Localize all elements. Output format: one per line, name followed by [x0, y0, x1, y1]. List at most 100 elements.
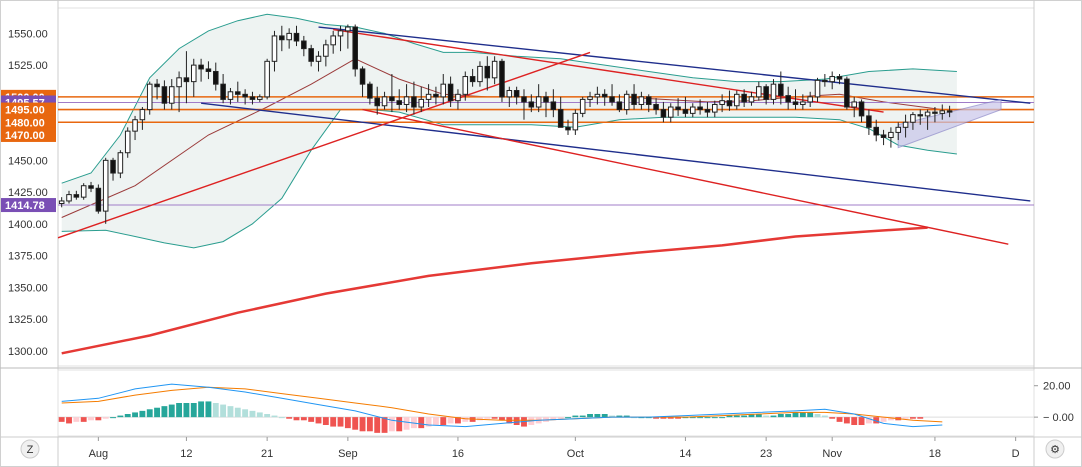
candle[interactable]	[667, 103, 674, 123]
candle[interactable]	[579, 96, 586, 118]
candle[interactable]	[154, 79, 160, 100]
candle[interactable]	[352, 24, 358, 77]
candle[interactable]	[205, 61, 212, 80]
candle[interactable]	[323, 39, 329, 67]
candle[interactable]	[917, 109, 924, 125]
candle[interactable]	[704, 101, 711, 118]
candle[interactable]	[880, 129, 887, 146]
candle[interactable]	[506, 86, 513, 108]
candle[interactable]	[403, 84, 410, 113]
candle[interactable]	[462, 71, 469, 101]
candle[interactable]	[88, 181, 94, 193]
candle[interactable]	[330, 30, 336, 54]
macd-pane[interactable]: 20.00 − 0.00	[57, 369, 1074, 437]
candle[interactable]	[939, 104, 946, 120]
candle[interactable]	[844, 76, 850, 110]
candle[interactable]	[807, 91, 813, 108]
trendline[interactable]	[333, 28, 884, 113]
candle[interactable]	[58, 197, 65, 208]
candle[interactable]	[616, 94, 623, 113]
candle[interactable]	[359, 66, 366, 97]
candle[interactable]	[425, 84, 432, 108]
candle[interactable]	[242, 89, 248, 105]
candle[interactable]	[117, 150, 124, 179]
candle[interactable]	[623, 90, 630, 115]
candle[interactable]	[594, 86, 601, 105]
candle[interactable]	[712, 100, 718, 118]
candle[interactable]	[565, 119, 571, 135]
candle[interactable]	[146, 81, 153, 115]
candle[interactable]	[66, 190, 72, 204]
trendline[interactable]	[318, 26, 1031, 104]
candle[interactable]	[829, 71, 835, 90]
candle[interactable]	[550, 89, 557, 118]
candle[interactable]	[418, 86, 425, 113]
candle[interactable]	[858, 99, 865, 123]
candle[interactable]	[440, 74, 447, 105]
candle[interactable]	[513, 86, 520, 105]
candle[interactable]	[190, 58, 197, 97]
candle[interactable]	[249, 91, 256, 105]
candle[interactable]	[924, 109, 931, 130]
zoom-button[interactable]	[20, 439, 40, 459]
candle[interactable]	[235, 81, 241, 102]
candle[interactable]	[557, 96, 564, 128]
candle[interactable]	[499, 58, 505, 102]
candle[interactable]	[741, 89, 747, 108]
candle[interactable]	[198, 58, 204, 82]
candle[interactable]	[946, 105, 953, 118]
candle[interactable]	[102, 157, 109, 224]
candle[interactable]	[447, 76, 454, 108]
candle[interactable]	[411, 81, 417, 115]
candle[interactable]	[543, 91, 549, 118]
candle[interactable]	[484, 56, 491, 91]
candle[interactable]	[697, 99, 703, 115]
candle[interactable]	[587, 91, 593, 108]
candle[interactable]	[469, 68, 476, 87]
candle[interactable]	[535, 84, 542, 113]
candle[interactable]	[345, 24, 351, 49]
candle[interactable]	[873, 119, 880, 142]
candle[interactable]	[778, 71, 784, 105]
candle[interactable]	[895, 122, 902, 141]
candle[interactable]	[168, 79, 175, 110]
candle[interactable]	[139, 107, 146, 130]
candle[interactable]	[902, 114, 909, 138]
candle[interactable]	[176, 71, 182, 113]
candle[interactable]	[110, 157, 116, 181]
candle[interactable]	[653, 98, 659, 115]
candle[interactable]	[279, 25, 285, 52]
candle[interactable]	[609, 84, 615, 106]
candle[interactable]	[734, 90, 740, 110]
candle[interactable]	[814, 77, 821, 102]
candle[interactable]	[293, 25, 300, 47]
candle[interactable]	[631, 84, 637, 110]
candle[interactable]	[866, 109, 872, 135]
trendline[interactable]	[362, 108, 1009, 245]
candle[interactable]	[433, 86, 439, 105]
candle[interactable]	[80, 183, 87, 200]
candle[interactable]	[521, 89, 527, 120]
candle[interactable]	[389, 74, 395, 113]
candle[interactable]	[227, 87, 234, 105]
candle[interactable]	[645, 94, 652, 113]
candle[interactable]	[822, 74, 828, 87]
candle[interactable]	[367, 81, 373, 105]
candle[interactable]	[374, 86, 380, 115]
settings-button[interactable]	[1045, 439, 1065, 459]
candle[interactable]	[477, 61, 483, 87]
candle[interactable]	[851, 96, 857, 118]
candle[interactable]	[572, 109, 579, 135]
macd-plot-area[interactable]	[57, 369, 1035, 437]
candle[interactable]	[220, 74, 226, 104]
candle[interactable]	[95, 184, 102, 214]
candle[interactable]	[301, 35, 307, 57]
candle[interactable]	[132, 115, 138, 141]
candle[interactable]	[675, 98, 681, 116]
candle[interactable]	[212, 62, 219, 91]
candle[interactable]	[682, 96, 689, 118]
candle[interactable]	[748, 91, 755, 106]
candle[interactable]	[756, 81, 762, 101]
